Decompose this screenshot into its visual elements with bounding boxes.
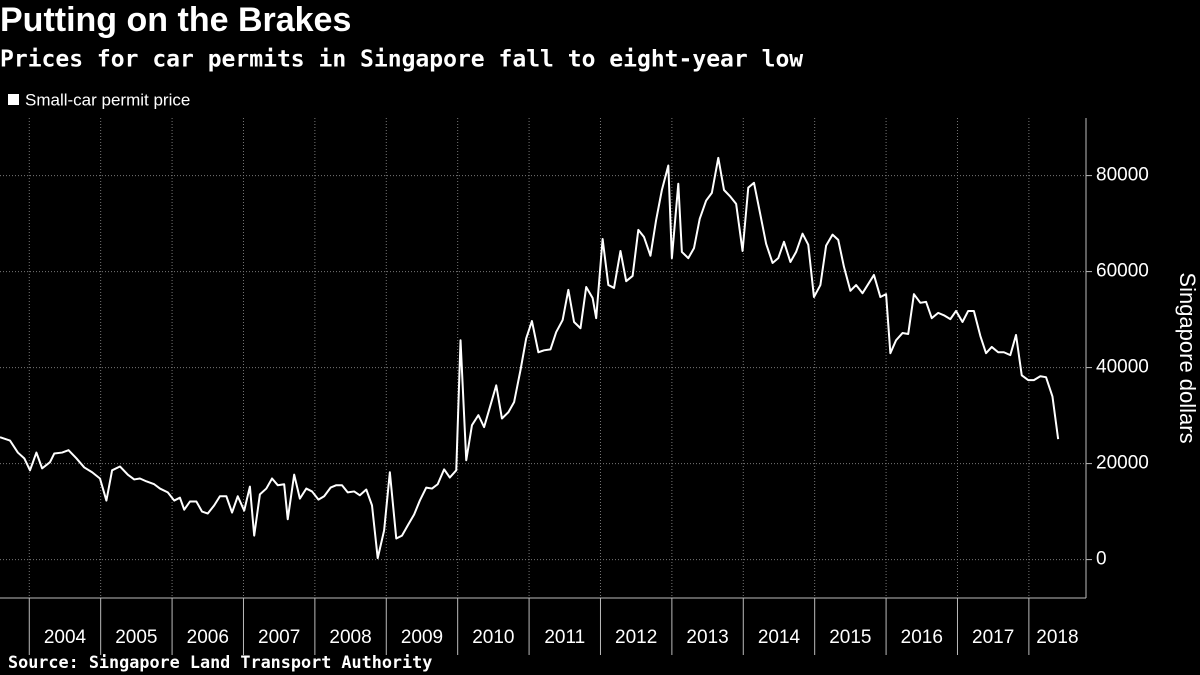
- x-tick-label: 2016: [901, 627, 943, 648]
- x-tick-label: 2018: [1036, 627, 1078, 648]
- y-tick-label: 60000: [1096, 261, 1149, 282]
- x-tick-label: 2009: [401, 627, 443, 648]
- x-tick-label: 2005: [115, 627, 157, 648]
- data-line: [0, 156, 1060, 560]
- y-tick-label: 40000: [1096, 357, 1149, 378]
- chart-title: Putting on the Brakes: [0, 1, 351, 39]
- x-tick-label: 2007: [258, 627, 300, 648]
- y-axis-label: Singapore dollars: [1175, 272, 1200, 443]
- x-tick-label: 2015: [829, 627, 871, 648]
- y-tick-label: 20000: [1096, 453, 1149, 474]
- x-tick-label: 2010: [472, 627, 514, 648]
- x-tick-label: 2008: [329, 627, 371, 648]
- legend-swatch: [8, 94, 19, 105]
- x-tick-label: 2006: [187, 627, 229, 648]
- source-note: Source: Singapore Land Transport Authori…: [8, 652, 432, 672]
- x-tick-label: 2013: [686, 627, 728, 648]
- y-tick-label: 0: [1096, 549, 1107, 570]
- x-tick-label: 2011: [544, 627, 585, 648]
- x-tick-label: 2004: [44, 627, 87, 648]
- chart-subtitle: Prices for car permits in Singapore fall…: [0, 47, 803, 73]
- y-tick-label: 80000: [1096, 165, 1149, 186]
- x-tick-label: 2012: [615, 627, 657, 648]
- x-tick-label: 2014: [758, 627, 801, 648]
- legend-label: Small-car permit price: [25, 90, 190, 109]
- x-tick-label: 2017: [972, 627, 1014, 648]
